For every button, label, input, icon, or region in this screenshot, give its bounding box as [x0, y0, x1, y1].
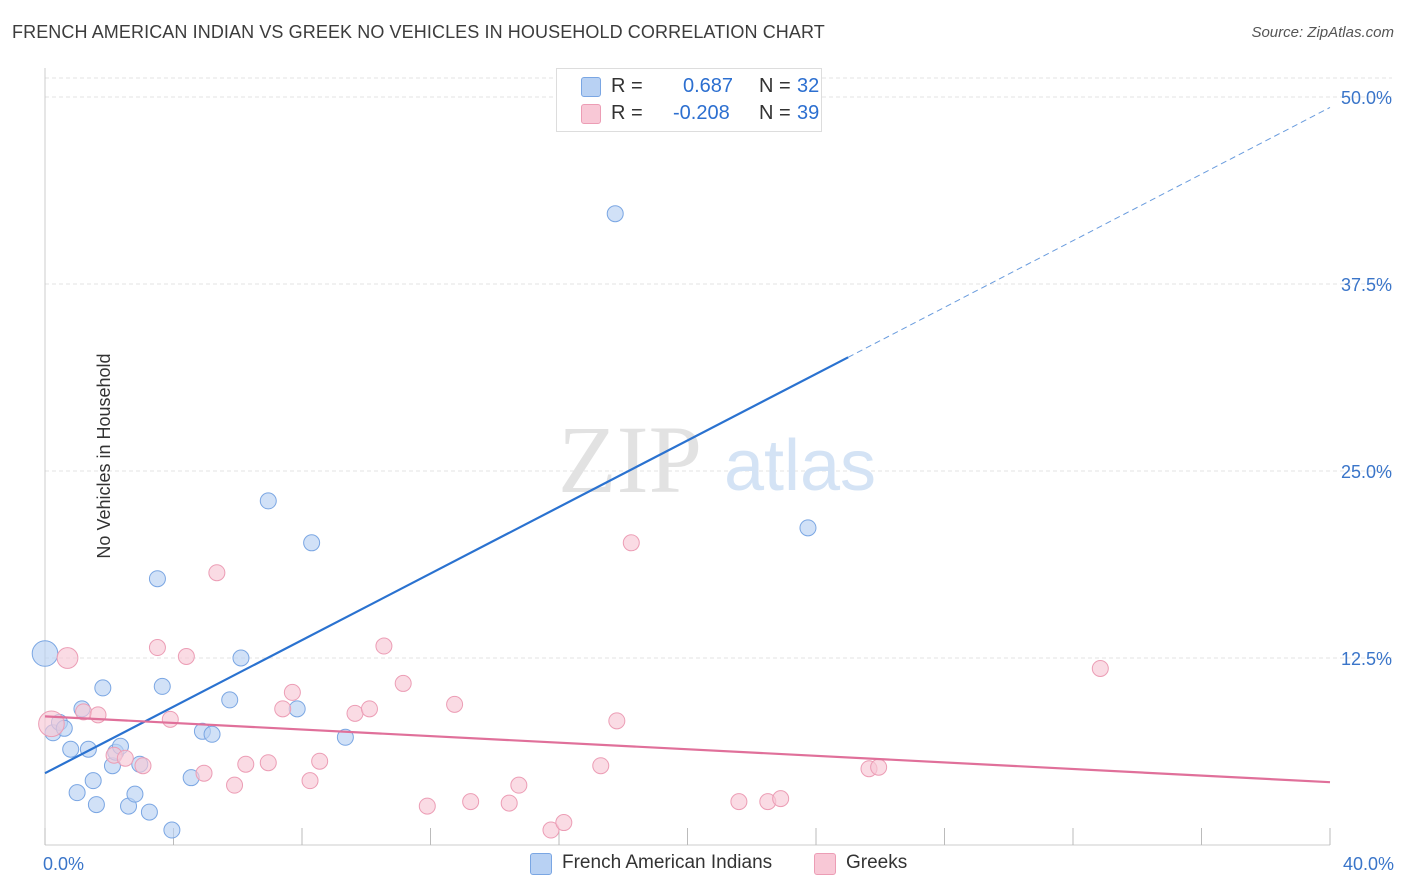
greek-point: [89, 706, 107, 724]
legend-row-french-american-indians: R = 0.687 N = 32: [581, 75, 821, 99]
greek-point: [195, 764, 213, 782]
french-american-indian-point: [126, 785, 144, 803]
grid-layer: [45, 77, 1392, 659]
greek-point: [500, 794, 518, 812]
french-american-indian-point: [62, 740, 80, 758]
greek-point: [870, 758, 888, 776]
greek-point: [592, 757, 610, 775]
source-credit: Source: ZipAtlas.com: [1251, 24, 1394, 41]
greek-point: [418, 797, 436, 815]
french-american-indian-point: [84, 772, 102, 790]
legend-n-label: N =: [759, 75, 791, 97]
greek-point: [38, 710, 65, 738]
greek-point: [510, 776, 528, 794]
greek-point: [446, 695, 464, 713]
trend-layer: [44, 107, 1331, 784]
watermark-atlas: atlas: [724, 426, 876, 506]
trendline-french-american-indians: [44, 356, 849, 775]
series-swatch-pink: [814, 853, 836, 875]
greek-point: [542, 821, 560, 839]
legend-r-value: 0.687: [683, 75, 734, 97]
legend-n-value: 39: [797, 102, 820, 124]
series-swatch-blue: [530, 853, 552, 875]
greek-point: [161, 710, 179, 728]
legend-row-greeks: R = -0.208 N = 39: [581, 102, 821, 126]
series-legend-greeks[interactable]: Greeks: [814, 852, 924, 876]
french-american-indian-point: [232, 649, 250, 667]
greek-point: [730, 793, 748, 811]
legend-r-label: R =: [611, 102, 643, 124]
greek-point: [177, 648, 195, 666]
greek-point: [311, 752, 329, 770]
legend-r-label: R =: [611, 75, 643, 97]
french-american-indian-point: [259, 492, 277, 510]
greek-point: [555, 814, 573, 832]
french-american-indian-point: [303, 534, 321, 552]
tick-label-layer: 12.5% 25.0% 37.5% 50.0% 0.0% 40.0%: [43, 88, 1394, 874]
french-american-indian-point: [68, 784, 86, 802]
x-tick-label-max: 40.0%: [1343, 854, 1394, 874]
greek-point: [772, 790, 790, 808]
trendline-greeks: [44, 715, 1331, 784]
greek-point: [462, 793, 480, 811]
greek-point: [360, 700, 378, 718]
greek-point: [608, 712, 626, 730]
y-tick-label: 12.5%: [1341, 649, 1392, 669]
series-name: French American Indians: [562, 852, 773, 873]
greek-point: [226, 776, 244, 794]
legend-n-label: N =: [759, 102, 791, 124]
y-tick-label: 50.0%: [1341, 88, 1392, 108]
y-axis-label: No Vehicles in Household: [94, 353, 115, 559]
y-tick-label: 25.0%: [1341, 462, 1392, 482]
trendline-extension-french-american-indians: [847, 107, 1331, 358]
greek-point: [134, 757, 152, 775]
series-name: Greeks: [846, 852, 908, 873]
french-american-indian-point: [153, 677, 171, 695]
greek-point: [116, 749, 134, 767]
y-tick-label: 37.5%: [1341, 275, 1392, 295]
points-layer: [31, 205, 1109, 839]
correlation-legend: R = 0.687 N = 32 R = -0.208 N = 39: [556, 68, 822, 132]
french-american-indian-point: [203, 725, 221, 743]
french-american-indian-point: [221, 691, 239, 709]
greek-point: [283, 683, 301, 701]
french-american-indian-point: [163, 821, 181, 839]
greek-point: [274, 700, 292, 718]
greek-point: [259, 754, 277, 772]
french-american-indian-point: [94, 679, 112, 697]
french-american-indian-point: [336, 728, 354, 746]
greek-point: [301, 772, 319, 790]
greek-point: [237, 755, 255, 773]
french-american-indian-point: [606, 205, 624, 223]
greek-point: [56, 647, 79, 669]
chart-title: FRENCH AMERICAN INDIAN VS GREEK NO VEHIC…: [12, 22, 825, 42]
series-legend-french-american-indians[interactable]: French American Indians: [530, 852, 790, 876]
french-american-indian-point: [87, 796, 105, 814]
greek-point: [622, 534, 640, 552]
legend-r-value: -0.208: [673, 102, 730, 124]
greek-point: [208, 564, 226, 582]
legend-n-value: 32: [797, 75, 820, 97]
french-american-indian-point: [31, 640, 59, 667]
french-american-indian-point: [799, 519, 817, 537]
legend-swatch-blue: [581, 77, 601, 97]
greek-point: [148, 639, 166, 657]
greek-point: [346, 704, 364, 722]
greek-point: [1091, 659, 1109, 677]
greek-point: [375, 637, 393, 655]
french-american-indian-point: [148, 570, 166, 588]
legend-swatch-pink: [581, 104, 601, 124]
french-american-indian-point: [140, 803, 158, 821]
french-american-indian-point: [288, 700, 306, 718]
greek-point: [394, 674, 412, 692]
x-tick-label-min: 0.0%: [43, 854, 84, 874]
